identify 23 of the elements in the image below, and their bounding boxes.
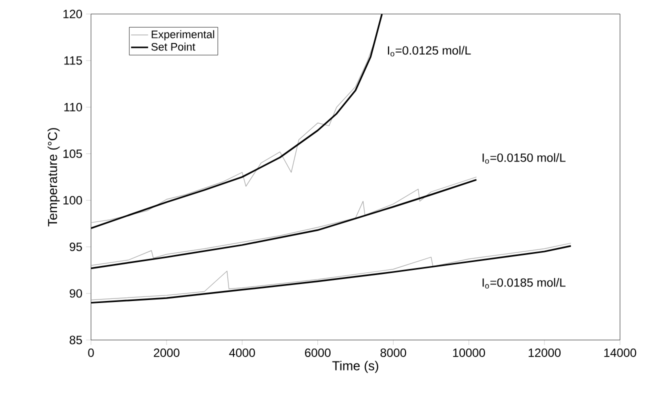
y-tick-label: 105: [63, 149, 82, 158]
annotation: I$_{o}$=0.0150 mol/L: [482, 153, 566, 164]
y-tick-label: 85: [70, 336, 82, 344]
x-tick-label: 12000: [528, 348, 561, 357]
x-tick-label: 8000: [380, 348, 406, 357]
y-tick-label: 90: [70, 289, 82, 298]
legend-label: Set Point: [151, 42, 196, 51]
x-axis-title: Time (s): [332, 360, 378, 373]
x-tick-label: 14000: [604, 348, 636, 357]
annotation: I$_{o}$=0.0185 mol/L: [482, 278, 566, 289]
y-tick-label: 95: [70, 242, 82, 252]
y-axis-title: Temperature (°C): [48, 128, 60, 226]
y-tick-label: 120: [63, 10, 82, 18]
y-tick-label: 115: [64, 56, 82, 65]
x-tick-label: 6000: [305, 348, 331, 357]
y-tick-label: 110: [64, 102, 82, 112]
x-tick-label: 10000: [453, 348, 486, 357]
x-tick-label: 4000: [229, 348, 255, 357]
x-tick-label: 2000: [154, 348, 180, 357]
y-tick-label: 100: [63, 196, 82, 205]
annotation: I$_{o}$=0.0125 mol/L: [388, 46, 471, 56]
legend-label: Experimental: [152, 30, 214, 40]
x-tick-label: 0: [88, 348, 94, 357]
